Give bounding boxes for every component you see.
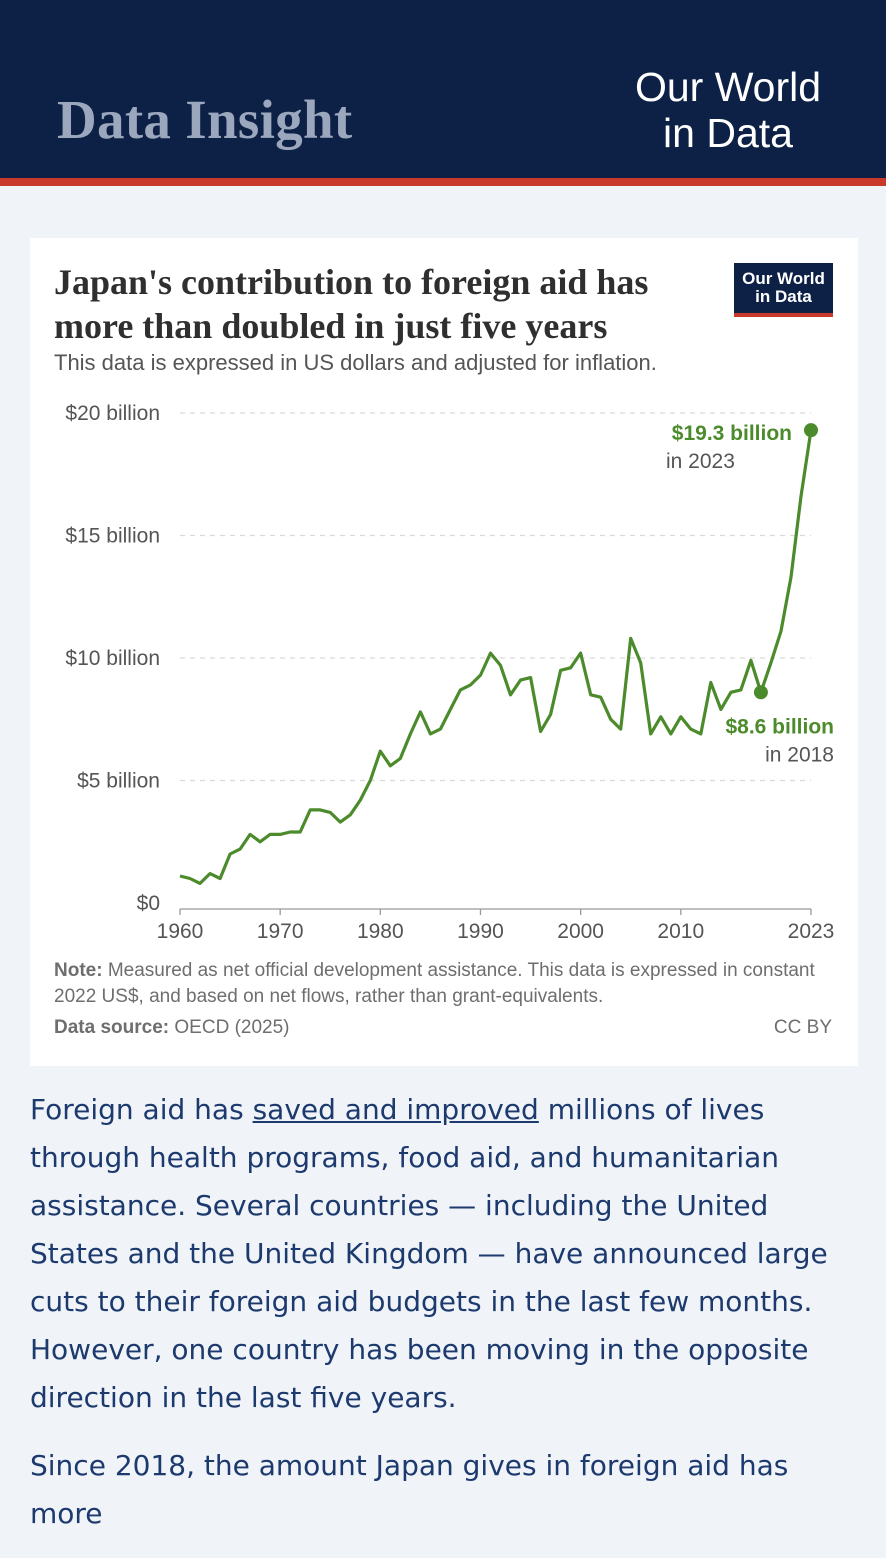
chart-note: Note: Measured as net official developme… [54, 958, 834, 1010]
note-label: Note: [54, 960, 103, 981]
x-tick-label: 1960 [157, 920, 204, 938]
annotation-2023-label: in 2023 [666, 450, 735, 473]
chart-logo-line-1: Our World [742, 269, 825, 288]
x-tick-label: 1980 [357, 920, 404, 938]
x-tick-label: 1970 [257, 920, 304, 938]
point-2023 [804, 423, 818, 438]
header-banner: Data Insight Our World in Data [0, 0, 886, 180]
article-paragraph-1: Foreign aid has saved and improved milli… [30, 1086, 858, 1422]
data-source: Data source: OECD (2025) [54, 1017, 290, 1039]
logo-line-1: Our World [634, 64, 822, 110]
annotation-2018-label: in 2018 [765, 743, 834, 766]
y-tick-label: $10 billion [65, 647, 160, 670]
point-2018 [753, 685, 768, 700]
chart-owid-logo[interactable]: Our World in Data [734, 263, 833, 317]
x-tick-label: 2000 [557, 920, 604, 938]
y-tick-label: $20 billion [65, 402, 160, 425]
line-chart: $0 $5 billion $10 billion $15 billion $20 bi… [65, 402, 835, 938]
annotation-2018-value: $8.6 billion [725, 715, 834, 738]
header-divider [0, 178, 886, 186]
chart-logo-line-2: in Data [755, 287, 812, 306]
chart-subtitle: This data is expressed in US dollars and… [54, 350, 657, 375]
x-tick-label: 2010 [657, 920, 704, 938]
logo-line-2: in Data [663, 110, 793, 156]
article-body: Foreign aid has saved and improved milli… [30, 1086, 858, 1558]
note-text: Measured as net official development ass… [54, 960, 815, 1007]
article-paragraph-2: Since 2018, the amount Japan gives in fo… [30, 1449, 789, 1530]
license-label[interactable]: CC BY [773, 1017, 832, 1038]
y-tick-label: $15 billion [65, 525, 160, 548]
annotation-2023-value: $19.3 billion [672, 422, 792, 445]
p1-after: millions of lives through health program… [30, 1093, 828, 1414]
chart-title-line-1: Japan's contribution to foreign aid has [54, 262, 649, 302]
p1-before: Foreign aid has [30, 1093, 253, 1126]
source-label: Data source: [54, 1017, 170, 1038]
y-tick-label: $5 billion [77, 770, 160, 793]
y-tick-label: $0 [137, 892, 160, 915]
saved-and-improved-link[interactable]: saved and improved [252, 1093, 539, 1126]
chart-title: Japan's contribution to foreign aid has … [54, 260, 714, 348]
x-tick-label: 2023 [788, 920, 835, 938]
owid-logo[interactable]: Our World in Data [618, 64, 838, 156]
page-title: Data Insight [57, 89, 353, 150]
chart-title-line-2: more than doubled in just five years [54, 306, 608, 346]
source-text: OECD (2025) [174, 1017, 290, 1038]
series-line-japan [179, 429, 813, 886]
x-tick-label: 1990 [457, 920, 504, 938]
chart-card: Japan's contribution to foreign aid has … [30, 238, 858, 1066]
